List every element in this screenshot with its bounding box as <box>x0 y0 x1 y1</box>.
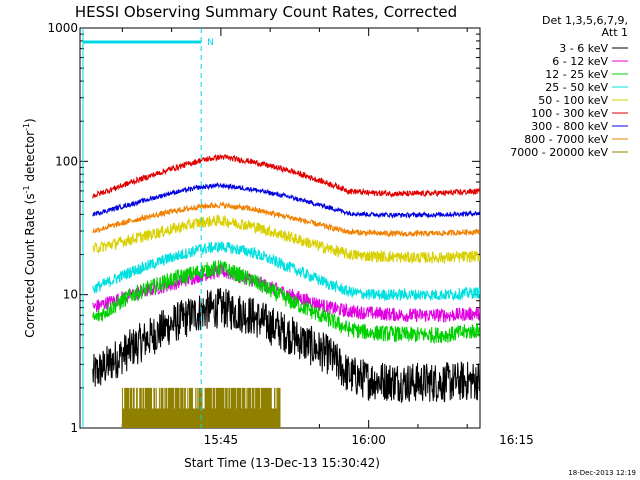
legend-label: 7000 - 20000 keV <box>510 146 608 159</box>
legend-label: 6 - 12 keV <box>552 55 608 68</box>
series-line <box>92 153 480 199</box>
legend-header-line-2: Att 1 <box>602 26 628 39</box>
series-line <box>92 288 480 404</box>
series-line <box>121 387 281 428</box>
series-line <box>92 213 480 265</box>
legend-label: 12 - 25 keV <box>545 68 608 81</box>
series-line <box>92 200 480 238</box>
legend-label: 100 - 300 keV <box>531 107 608 120</box>
y-tick-label: 1000 <box>47 21 78 35</box>
plot-area-frame <box>79 27 481 429</box>
chart-title: HESSI Observing Summary Count Rates, Cor… <box>75 3 457 21</box>
legend-label: 300 - 800 keV <box>531 120 608 133</box>
night-bar-label: N <box>207 38 214 48</box>
y-tick-label: 10 <box>63 288 78 302</box>
x-tick-label: 16:00 <box>351 433 386 447</box>
legend-label: 3 - 6 keV <box>559 42 608 55</box>
y-axis-label-exponent: -1 <box>22 123 31 131</box>
series-line <box>92 259 480 345</box>
x-axis-label: Start Time (13-Dec-13 15:30:42) <box>184 456 380 470</box>
y-axis-label-part: Corrected Count Rate (s <box>23 193 37 337</box>
y-axis-label: Corrected Count Rate (s-1 detector-1) <box>22 118 37 337</box>
y-axis-label-part: detector <box>23 131 37 186</box>
series-line <box>92 241 480 302</box>
legend-label: 800 - 7000 keV <box>524 133 608 146</box>
legend-header-line-1: Det 1,3,5,6,7,9, <box>542 14 628 27</box>
y-tick-label: 100 <box>55 154 78 168</box>
annotations-layer: N <box>82 28 214 428</box>
series-line <box>92 181 480 219</box>
y-axis-label-part: ) <box>23 118 37 123</box>
x-tick-label: 15:45 <box>204 433 239 447</box>
y-tick-label: 1 <box>70 421 78 435</box>
y-axis-label-exponent: -1 <box>22 185 31 193</box>
legend-label: 25 - 50 keV <box>545 81 608 94</box>
timestamp: 18-Dec-2013 12:19 <box>568 469 636 477</box>
series-layer <box>92 153 480 428</box>
legend-label: 50 - 100 keV <box>538 94 608 107</box>
x-tick-label: 16:15 <box>499 433 534 447</box>
